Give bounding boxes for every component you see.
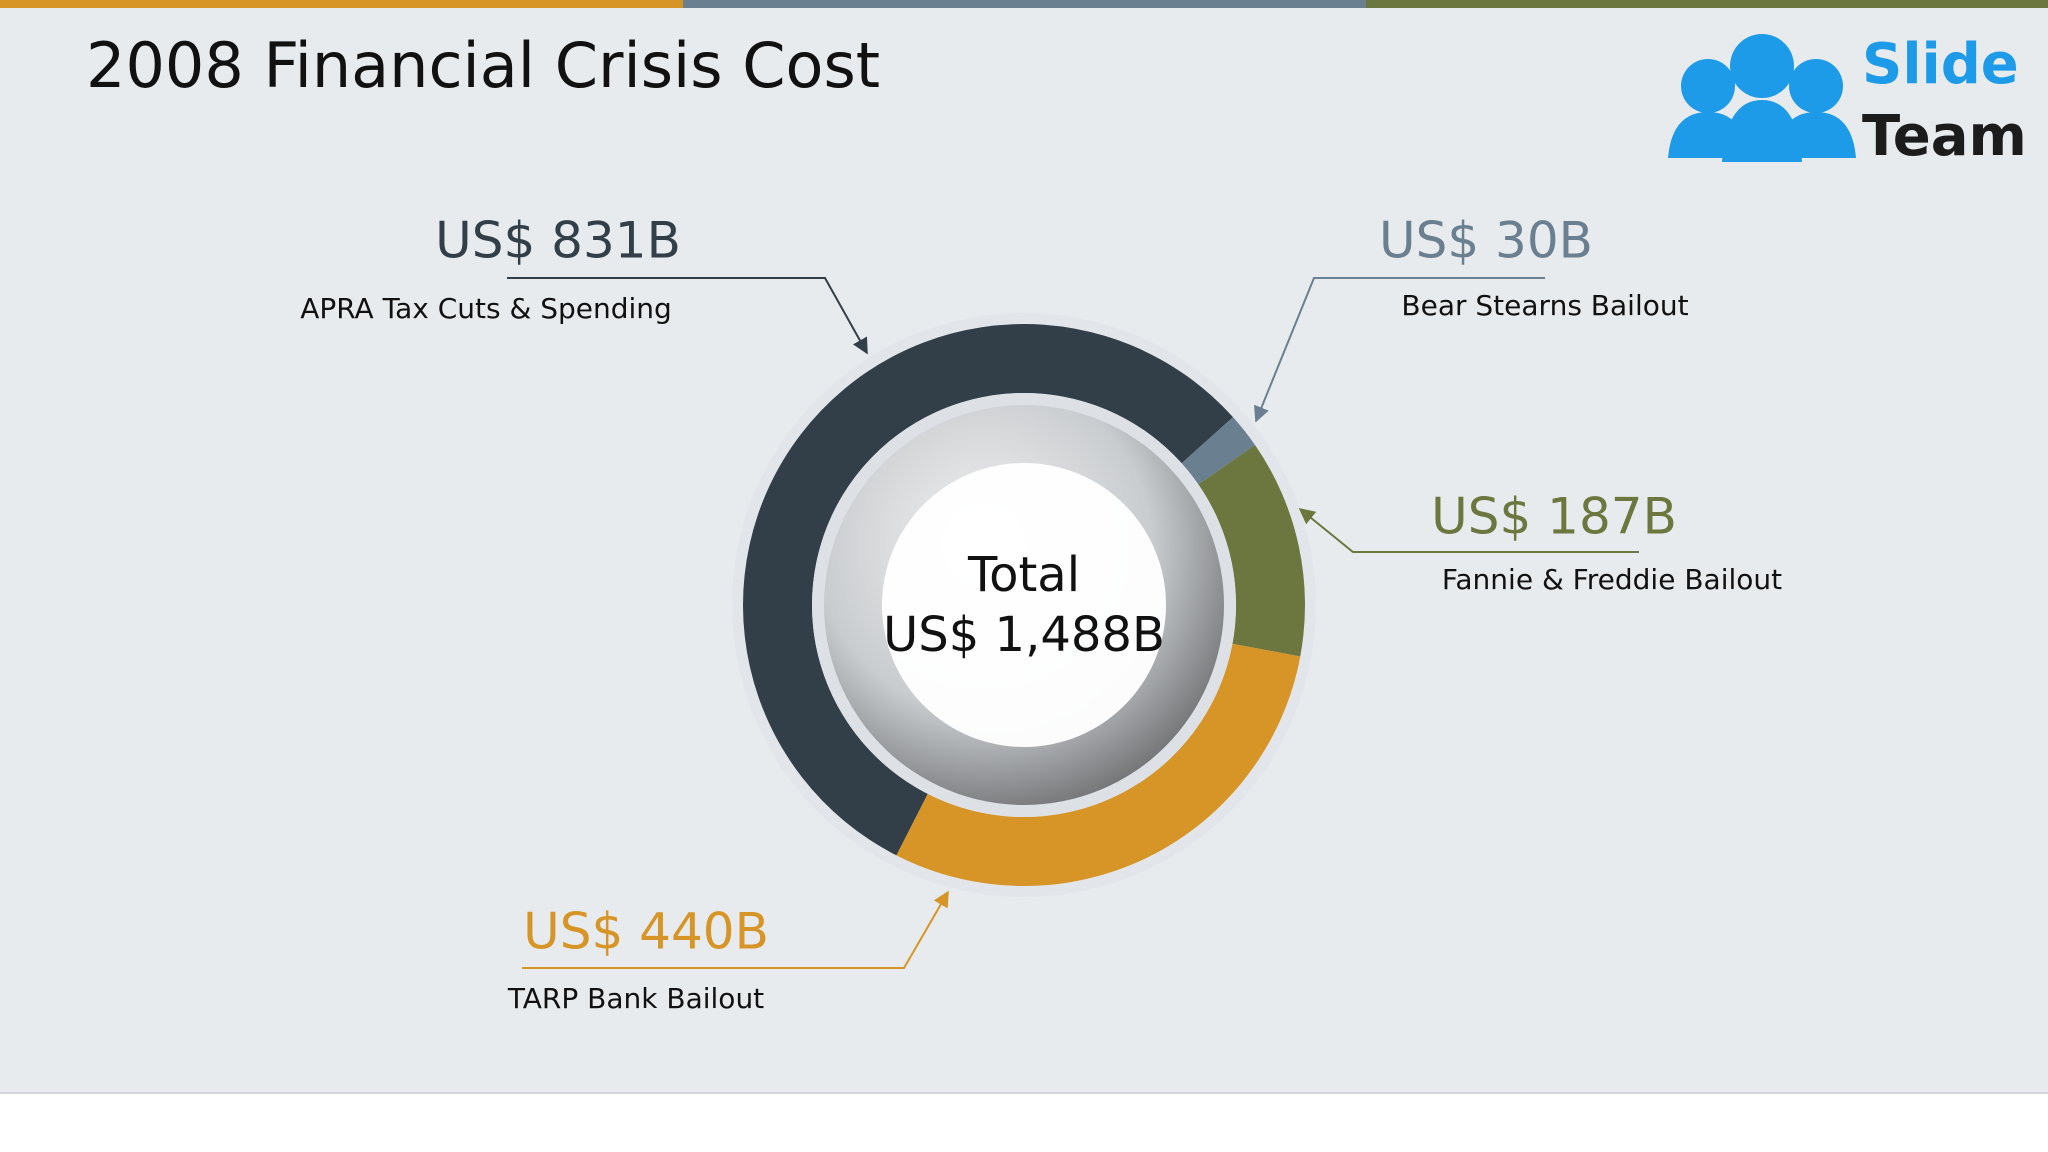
accent-bar bbox=[683, 0, 1366, 8]
donut bbox=[743, 324, 1305, 887]
leader-line bbox=[507, 277, 868, 355]
category-label: TARP Bank Bailout bbox=[507, 982, 764, 1015]
logo-icon bbox=[1730, 34, 1794, 98]
annotations: US$ 831B APRA Tax Cuts & Spending US$ 30B B… bbox=[300, 212, 1782, 1016]
value-label: US$ 831B bbox=[435, 212, 681, 270]
center-value: US$ 1,488B bbox=[883, 607, 1165, 663]
accent-bar bbox=[1366, 0, 2048, 8]
logo-icon bbox=[1789, 59, 1843, 113]
leader-line bbox=[1298, 507, 1639, 553]
donut-segment bbox=[1181, 417, 1256, 485]
center-title: Total bbox=[967, 547, 1080, 603]
donut-segment bbox=[1198, 445, 1305, 657]
category-label: APRA Tax Cuts & Spending bbox=[300, 292, 672, 325]
category-label: Bear Stearns Bailout bbox=[1401, 289, 1688, 322]
category-label: Fannie & Freddie Bailout bbox=[1442, 563, 1782, 596]
donut-segment bbox=[896, 643, 1301, 887]
logo-icon bbox=[1681, 59, 1735, 113]
logo-icon bbox=[1668, 100, 1856, 162]
donut-segment bbox=[743, 324, 1233, 856]
chart-title: 2008 Financial Crisis Cost bbox=[86, 29, 880, 102]
center-disc bbox=[882, 463, 1166, 747]
leader-line bbox=[522, 890, 949, 969]
logo-text: Slide bbox=[1862, 32, 2019, 97]
value-label: US$ 30B bbox=[1379, 212, 1593, 270]
logo-text: Team bbox=[1862, 104, 2027, 169]
leader-line bbox=[1253, 277, 1545, 423]
accent-bar bbox=[0, 0, 683, 8]
value-label: US$ 187B bbox=[1431, 488, 1677, 546]
value-label: US$ 440B bbox=[523, 903, 769, 961]
logo: Slide Team bbox=[1668, 32, 2027, 169]
